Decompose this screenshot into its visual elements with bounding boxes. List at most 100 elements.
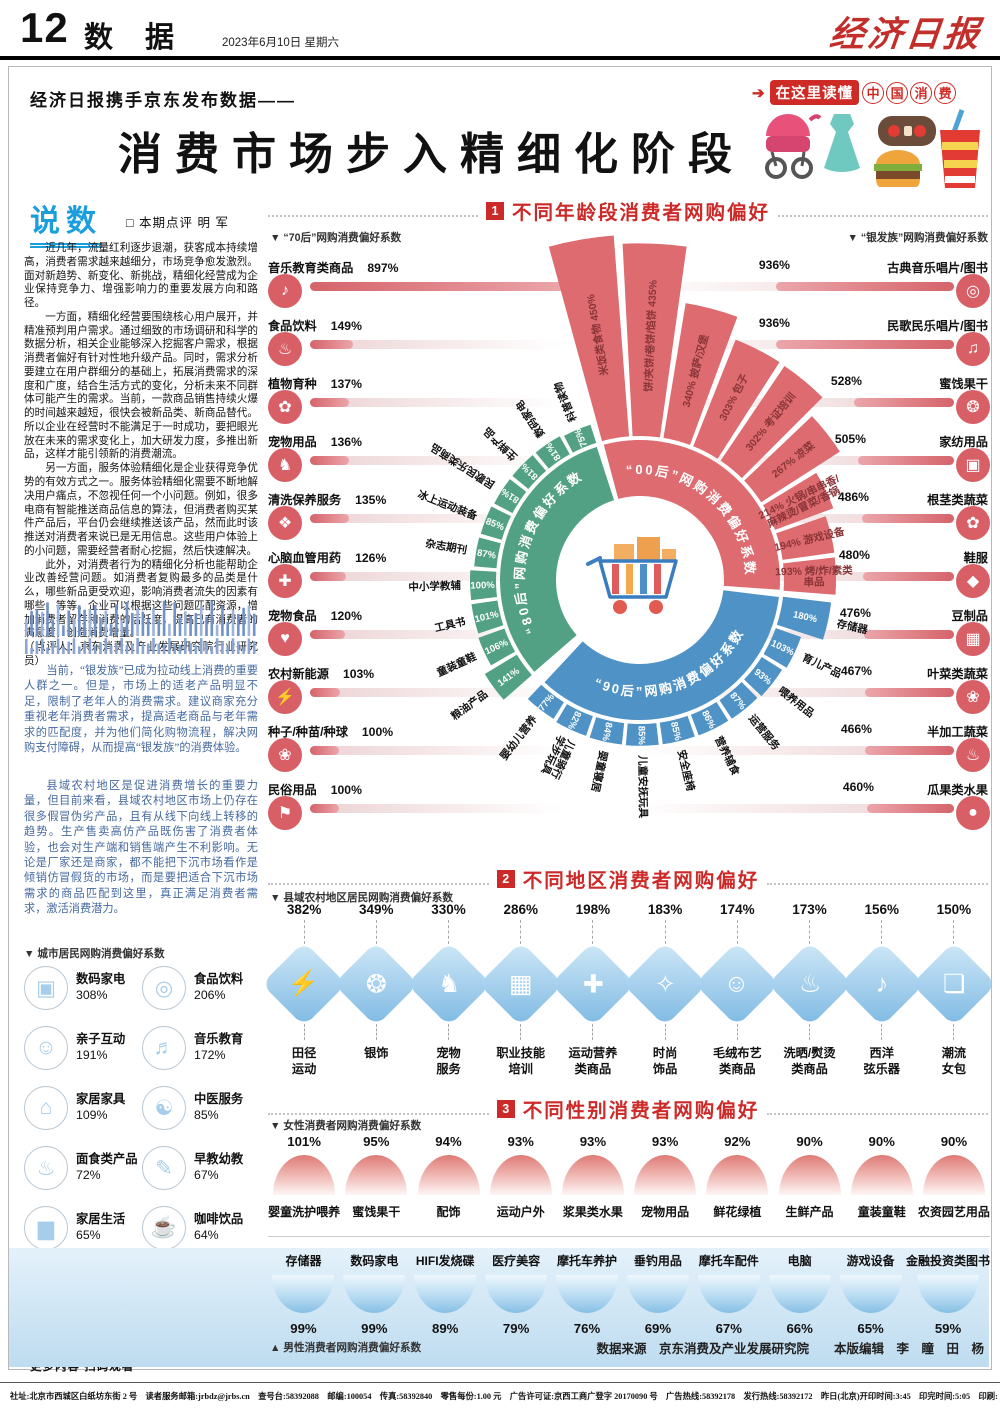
city-pref-value: 191%	[76, 1048, 108, 1062]
bar-track	[310, 746, 562, 755]
bar-track	[634, 804, 954, 813]
city-pref-value: 109%	[76, 1108, 108, 1122]
wheel-segment	[720, 366, 823, 479]
female-item: 90% 童装童鞋	[846, 1134, 918, 1220]
city-prefs-grid: ▣ 数码家电 308% ◎ 食品饮料 206% ☺ 亲子互动 191% ♬ 音乐教育 172% ⌂ 家居家…	[24, 966, 260, 1250]
region-value: 198%	[575, 902, 611, 917]
pref-value: 486%	[837, 490, 869, 504]
bar-fill	[862, 514, 954, 523]
region-name-line: 宠物	[436, 1046, 461, 1060]
city-pref-label: 亲子互动 191%	[76, 1032, 125, 1064]
male-arch	[272, 1275, 335, 1313]
bar-fill	[858, 456, 954, 465]
region-value: 174%	[720, 902, 755, 917]
silver-paragraph: 当前，“银发族”已成为拉动线上消费的重要人群之一。但是，市场上的适老产品明显不足…	[24, 665, 258, 755]
region-prefs-row: 382% ⚡ 田径 运动 349% ❂ 银饰 330% ♞ 宠物 服务 286% ▦ 职业技能 培训 198%…	[261, 902, 997, 1078]
bar-fill	[776, 340, 954, 349]
page-number: 12	[20, 4, 69, 51]
region-name-line: 毛绒布艺	[712, 1046, 762, 1060]
male-value: 65%	[857, 1321, 884, 1336]
wheel-segment	[744, 416, 840, 503]
gender-divider	[268, 1236, 990, 1237]
wheel-segment	[470, 570, 498, 601]
section2-header: 2 不同地区消费者网购偏好	[268, 864, 989, 893]
wheel-label: 民歌民乐类商品	[428, 441, 497, 492]
city-pref-item: ◎ 食品饮料 206%	[142, 966, 260, 1010]
pref-value: 135%	[355, 493, 387, 507]
male-item: 游戏设备 65%	[835, 1252, 906, 1336]
pref-value: 103%	[342, 667, 375, 681]
dashed-connector	[520, 1024, 522, 1040]
iron-icon: ♨	[767, 941, 852, 1027]
region-item: 173% ♨ 洗晒/熨烫 类商品	[767, 902, 852, 1078]
male-value: 69%	[644, 1321, 672, 1336]
female-value: 92%	[724, 1134, 751, 1149]
region-name: 西洋 弦乐器	[863, 1045, 900, 1078]
pref-name: 瓜果类水果	[927, 783, 988, 797]
wheel-segment	[776, 516, 835, 560]
pref-name: 鞋服	[963, 551, 988, 565]
shopping-cart-icon	[586, 537, 678, 614]
female-arch	[634, 1155, 697, 1195]
region-item: 183% ✧ 时尚 饰品	[622, 902, 708, 1078]
pref-name: 家纺用品	[939, 435, 988, 449]
footer-rule	[0, 1382, 1000, 1383]
commentary-paragraph: 此外，对消费者行为的精细化分析也能帮助企业改善经营问题。如消费者复购最多的品类是…	[24, 559, 258, 640]
wheel-label: 数码家电	[513, 397, 548, 440]
female-name: 蜜饯果干	[352, 1205, 401, 1219]
kicker: 经济日报携手京东发布数据——	[30, 91, 296, 110]
region-caption: ▼ 县域农村地区居民网购消费偏好系数	[270, 892, 453, 904]
pref-value: 897%	[367, 261, 399, 275]
wheel-label: 营养辅食	[712, 734, 743, 778]
city-pref-label: 中医服务 85%	[194, 1092, 243, 1124]
city-pref-item: ☺ 亲子互动 191%	[24, 1026, 142, 1070]
seeds-icon: ❀	[268, 738, 302, 772]
region-item: 150% ❏ 潮流 女包	[911, 902, 997, 1078]
drink-bottle-icon: ♨	[268, 332, 302, 366]
female-value: 90%	[796, 1134, 823, 1149]
icon-glyph: ♨	[798, 969, 821, 998]
bar-track	[310, 804, 562, 813]
bar-track	[310, 572, 562, 581]
bar-fill	[310, 456, 349, 465]
dashed-connector	[520, 920, 522, 944]
bar-track	[634, 688, 954, 697]
badge-char: 中	[862, 81, 885, 104]
region-name: 时尚 饰品	[653, 1045, 677, 1078]
dried-fruit-icon: ❂	[956, 390, 990, 424]
city-pref-name: 中医服务	[194, 1092, 244, 1107]
female-arch	[706, 1155, 769, 1195]
region-name-line: 培训	[508, 1062, 533, 1077]
region-value: 173%	[792, 902, 827, 917]
sprout-icon: ✿	[268, 390, 302, 424]
prepared-vegetable-icon: ♨	[956, 738, 990, 772]
region-name-line: 银饰	[364, 1046, 389, 1060]
city-pref-value: 206%	[194, 988, 226, 1002]
necklace-icon: ❂	[333, 941, 419, 1027]
city-pref-item: ✎ 早教幼教 67%	[142, 1146, 260, 1190]
gen70-list: 音乐教育类商品 897% ♪ 食品饮料 149% ♨ 植物育种 137% ✿ 宠物用品 136% ♞ 清…	[268, 252, 568, 832]
bar-fill	[310, 630, 345, 639]
male-item: 垂钓用品 69%	[622, 1252, 693, 1336]
pref-value: 149%	[330, 319, 362, 333]
female-item: 92% 鲜花绿植	[701, 1134, 773, 1220]
male-value: 67%	[715, 1321, 742, 1336]
section3-header: 3 不同性别消费者网购偏好	[268, 1094, 989, 1123]
content-frame	[8, 66, 992, 1370]
cleaning-icon: ❖	[268, 506, 302, 540]
city-pref-label: 早教幼教 67%	[194, 1152, 243, 1184]
pref-name: 植物育种 137%	[268, 377, 362, 391]
commentary-text: 近几年，流量红利逐步退潮，获客成本持续增高，消费者需求越来越细分，市场竞争愈发激…	[24, 242, 258, 669]
pref-row: 民俗用品 100% ⚑	[268, 774, 568, 832]
pref-value: 120%	[330, 609, 362, 623]
city-pref-label: 音乐教育 172%	[194, 1032, 243, 1064]
pref-value: 136%	[330, 435, 362, 449]
wheel-segment	[763, 628, 802, 668]
pref-value: 100%	[361, 725, 394, 739]
pencil-icon: ✎	[142, 1146, 186, 1190]
wheel-label: 冰上运动装备	[416, 488, 480, 523]
pref-name: 宠物食品 120%	[268, 609, 362, 623]
female-value: 90%	[940, 1134, 968, 1149]
icon-glyph: ✚	[582, 969, 604, 998]
